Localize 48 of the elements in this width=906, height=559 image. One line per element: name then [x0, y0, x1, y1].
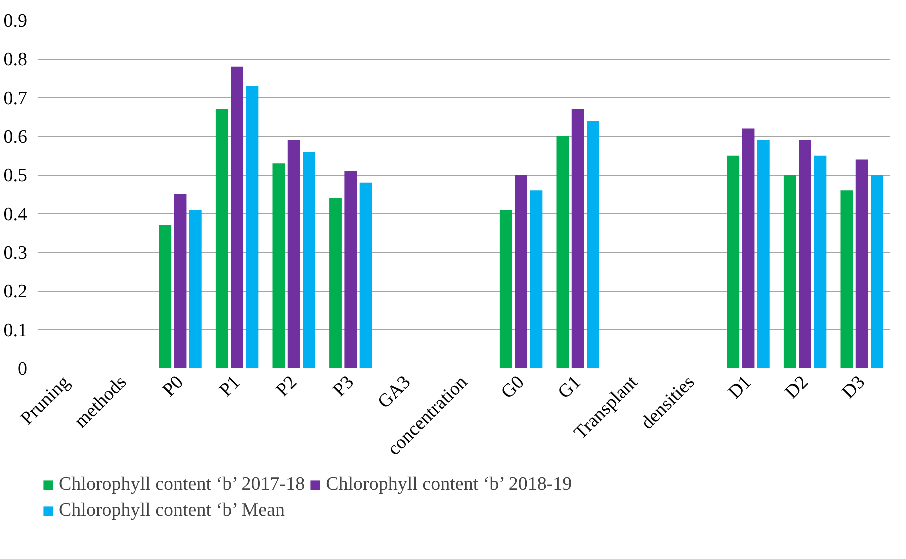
x-tick-label: P1: [216, 372, 245, 402]
bar: [288, 140, 300, 368]
bar: [784, 175, 796, 368]
bar: [231, 66, 244, 368]
bar: [344, 171, 358, 368]
bar: [556, 136, 570, 368]
bar: [216, 109, 228, 368]
y-tick-label: 0.4: [4, 204, 28, 226]
bar: [159, 225, 172, 368]
x-tick-label: D1: [724, 372, 756, 404]
legend-label: Chlorophyll content ‘b’ Mean: [59, 500, 286, 522]
y-tick-label: 0.7: [4, 88, 28, 110]
bar: [587, 121, 600, 368]
bar: [871, 175, 884, 368]
bar: [272, 164, 286, 368]
x-tick-label: P2: [272, 372, 302, 402]
y-tick-label: 0.1: [4, 320, 28, 342]
bar: [757, 140, 770, 368]
legend-label: Chlorophyll content ‘b’ 2017-18: [59, 474, 306, 496]
y-tick-label: 0.6: [4, 127, 28, 148]
bar: [330, 198, 342, 368]
bar: [742, 128, 755, 368]
bar: [189, 210, 202, 368]
x-tick-label: P3: [329, 372, 358, 402]
bar: [515, 175, 528, 368]
y-tick-label: 0.8: [4, 50, 28, 71]
bar: [246, 86, 259, 368]
bar: [360, 182, 372, 368]
bar: [500, 210, 512, 368]
y-tick-label: 0: [18, 359, 28, 380]
y-tick-label: 0.5: [4, 166, 28, 187]
bar: [856, 160, 868, 368]
y-tick-label: 0.2: [4, 282, 28, 303]
x-tick-label: G0: [497, 372, 529, 404]
legend-label: Chlorophyll content ‘b’ 2018-19: [326, 474, 572, 496]
y-tick-label: 0.9: [4, 11, 28, 32]
bar: [840, 190, 854, 368]
x-tick-label: P0: [158, 372, 188, 402]
bar: [799, 140, 812, 368]
x-tick-label: D3: [838, 372, 870, 404]
bar: [174, 194, 187, 368]
bar: [303, 152, 316, 368]
x-tick-label: D2: [781, 372, 813, 404]
bar: [814, 156, 827, 368]
bar: [530, 190, 543, 368]
y-tick-label: 0.3: [4, 243, 28, 264]
bar: [572, 109, 584, 368]
bar: [727, 156, 740, 368]
